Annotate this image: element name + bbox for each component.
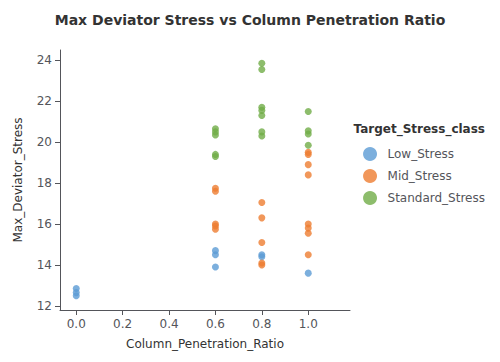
svg-text:20: 20	[37, 135, 52, 149]
svg-text:Max_Deviator_Stress: Max_Deviator_Stress	[11, 117, 25, 242]
svg-text:16: 16	[37, 217, 52, 231]
svg-text:0.2: 0.2	[113, 317, 132, 331]
svg-text:18: 18	[37, 176, 52, 190]
svg-text:12: 12	[37, 299, 52, 313]
svg-text:0.0: 0.0	[67, 317, 86, 331]
svg-text:Max Deviator Stress vs Column: Max Deviator Stress vs Column Penetratio…	[55, 12, 446, 28]
svg-text:Target_Stress_class: Target_Stress_class	[354, 122, 485, 137]
svg-text:0.6: 0.6	[206, 317, 225, 331]
svg-text:22: 22	[37, 94, 52, 108]
svg-text:0.8: 0.8	[252, 317, 271, 331]
svg-text:Column_Penetration_Ratio: Column_Penetration_Ratio	[126, 337, 284, 351]
svg-text:Low_Stress: Low_Stress	[388, 147, 455, 161]
svg-text:24: 24	[37, 53, 52, 67]
svg-text:14: 14	[37, 258, 52, 272]
svg-text:1.0: 1.0	[299, 317, 318, 331]
svg-text:Mid_Stress: Mid_Stress	[388, 169, 452, 183]
svg-text:0.4: 0.4	[159, 317, 178, 331]
svg-text:Standard_Stress: Standard_Stress	[388, 191, 485, 205]
